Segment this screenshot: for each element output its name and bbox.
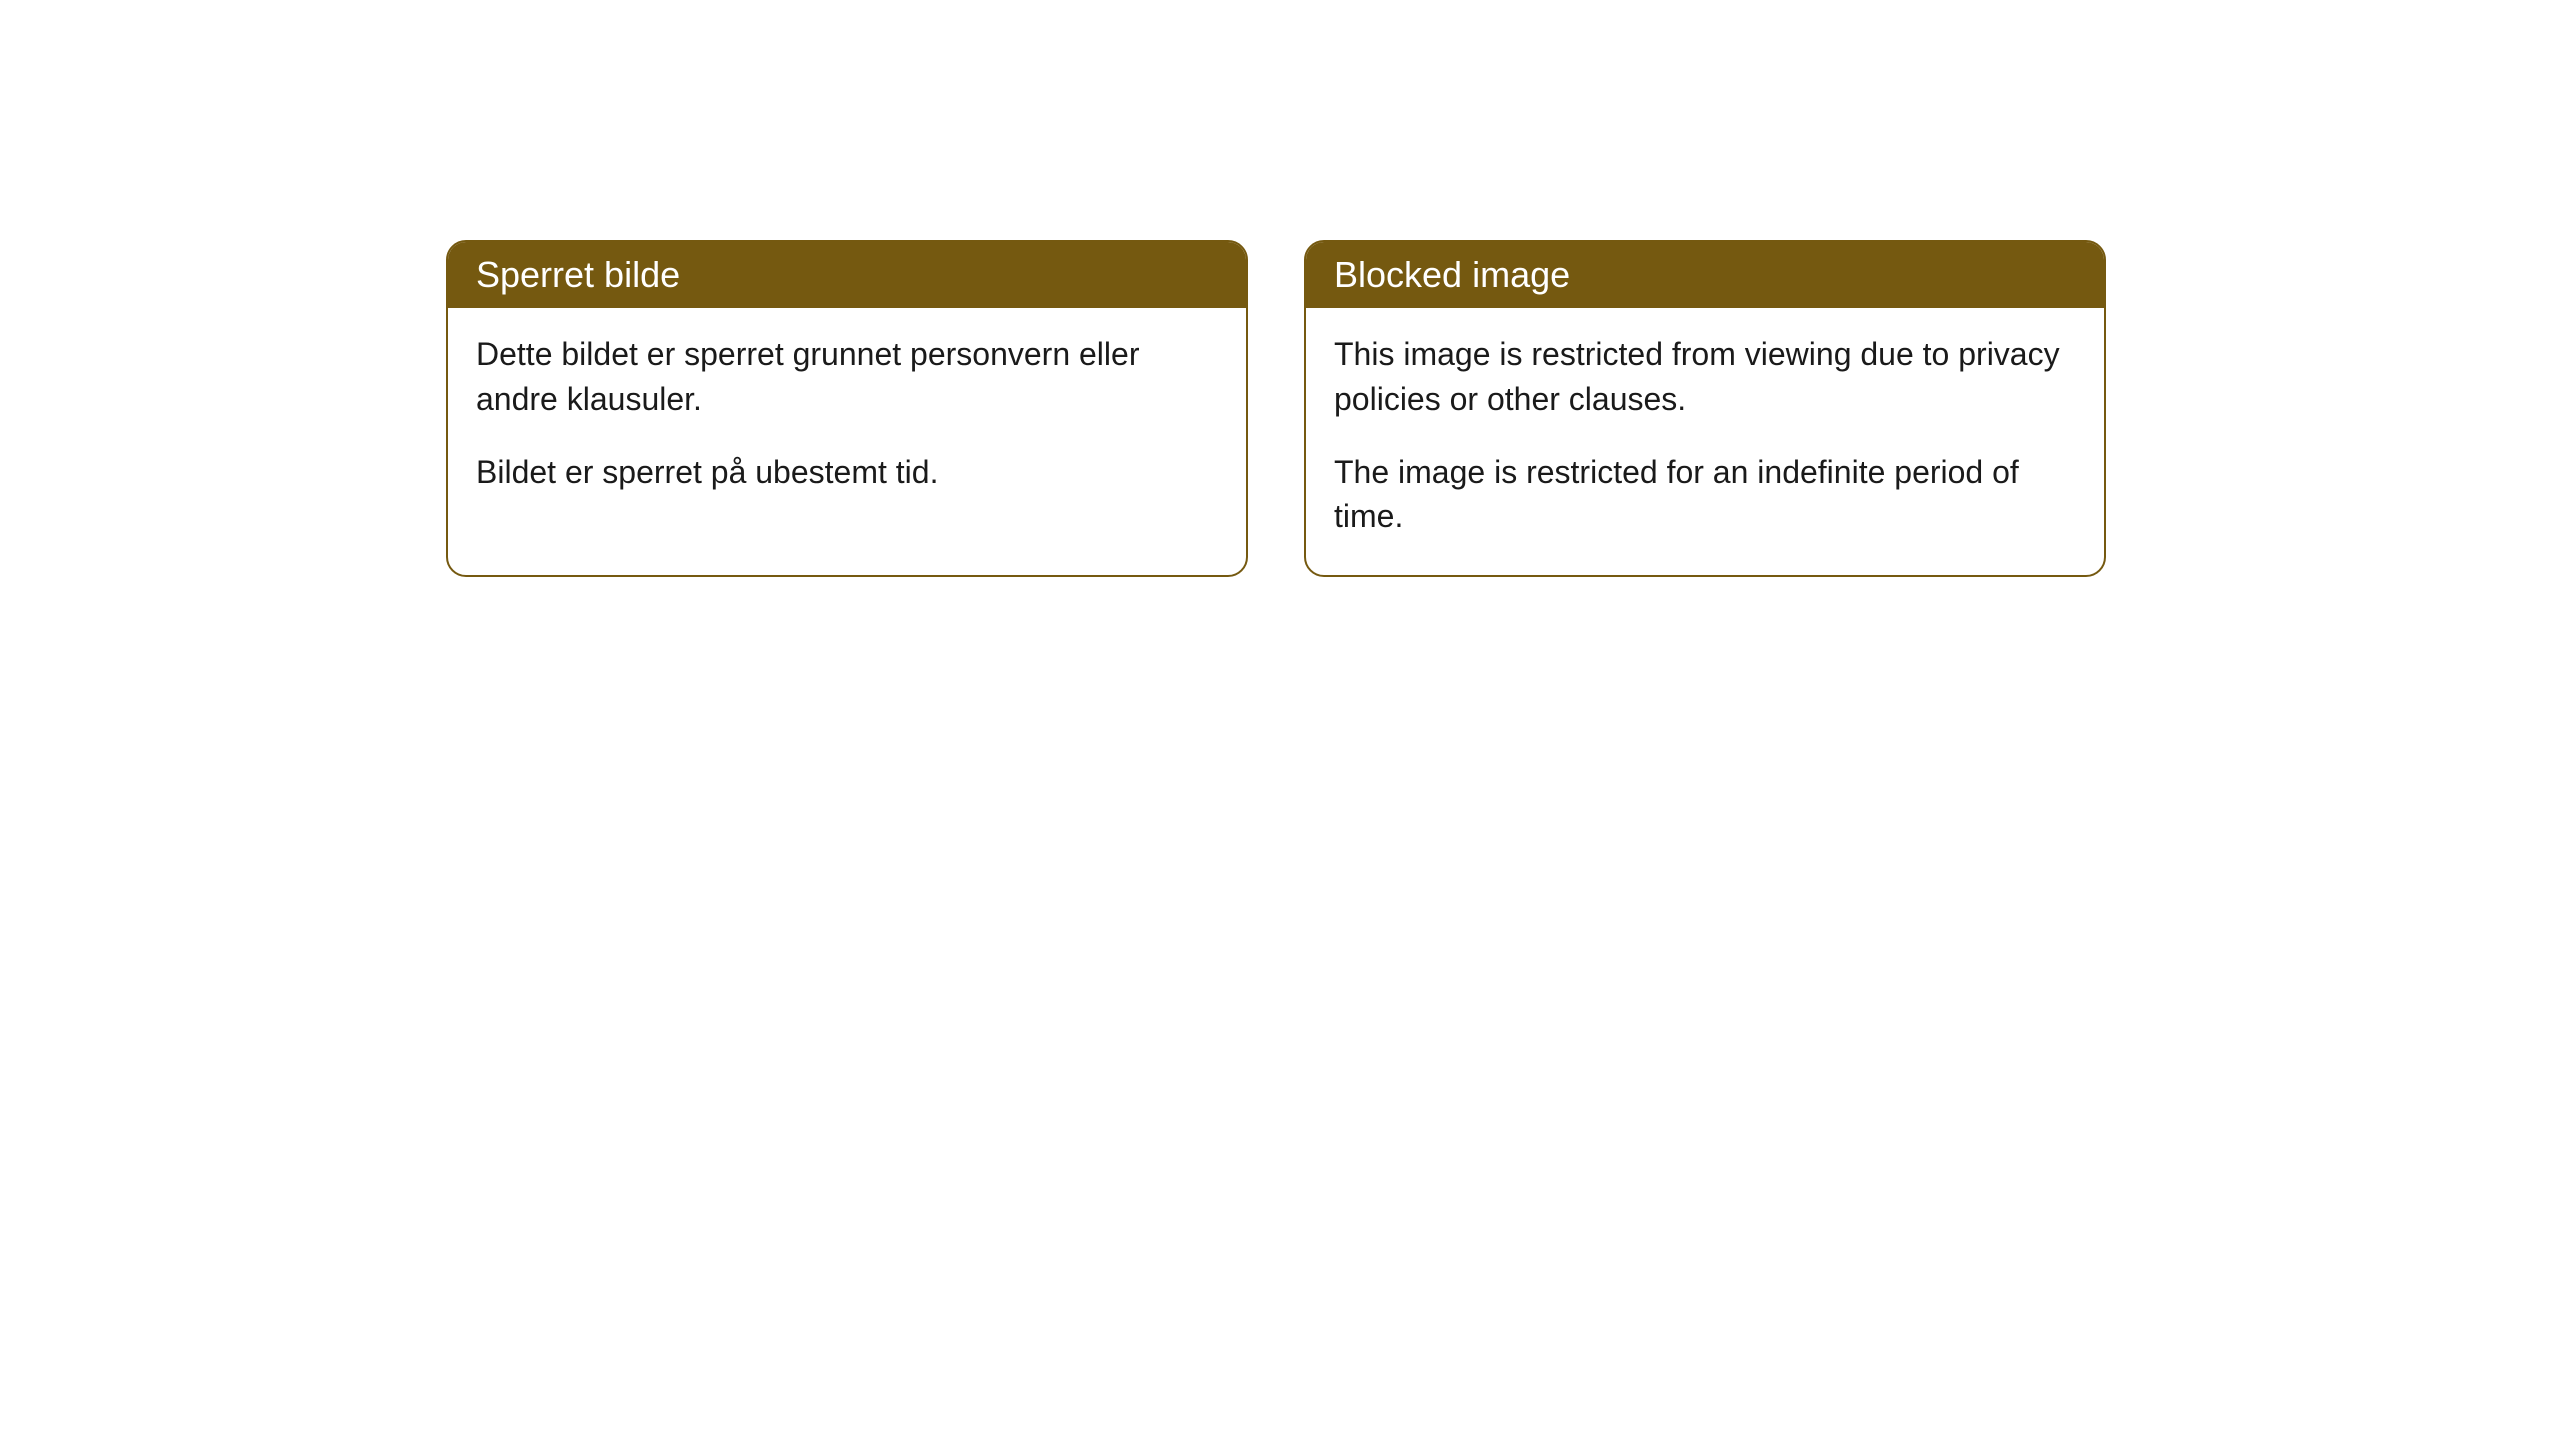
- card-body: Dette bildet er sperret grunnet personve…: [448, 308, 1246, 530]
- card-header: Sperret bilde: [448, 242, 1246, 308]
- card-body: This image is restricted from viewing du…: [1306, 308, 2104, 575]
- blocked-image-card-english: Blocked image This image is restricted f…: [1304, 240, 2106, 577]
- notice-text-reason: This image is restricted from viewing du…: [1334, 332, 2076, 422]
- blocked-image-card-norwegian: Sperret bilde Dette bildet er sperret gr…: [446, 240, 1248, 577]
- card-header: Blocked image: [1306, 242, 2104, 308]
- notice-text-reason: Dette bildet er sperret grunnet personve…: [476, 332, 1218, 422]
- notice-text-duration: Bildet er sperret på ubestemt tid.: [476, 450, 1218, 495]
- notice-cards-container: Sperret bilde Dette bildet er sperret gr…: [0, 0, 2560, 577]
- notice-text-duration: The image is restricted for an indefinit…: [1334, 450, 2076, 540]
